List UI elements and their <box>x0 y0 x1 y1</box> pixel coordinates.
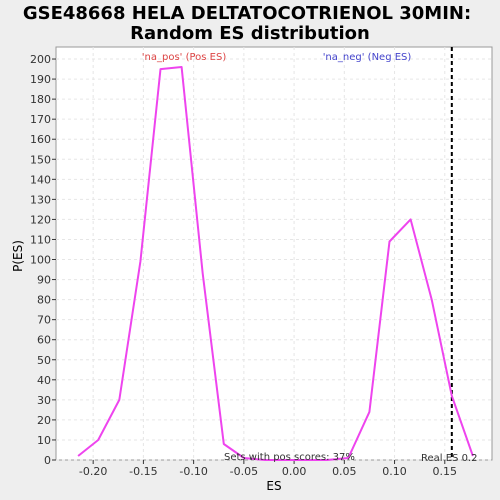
legend-pos-label: 'na_pos' (Pos ES) <box>142 52 227 63</box>
y-tick-label: 170 <box>30 113 51 126</box>
y-tick-label: 0 <box>44 454 51 467</box>
sets-note: Sets with pos scores: 37% <box>224 452 355 463</box>
x-axis-title: ES <box>266 479 281 493</box>
x-tick-label: -0.15 <box>129 465 157 478</box>
chart-title: GSE48668 HELA DELTATOCOTRIENOL 30MIN: <box>23 3 471 24</box>
real-es-label: Real ES 0.2 <box>421 453 477 464</box>
x-tick-label: 0.10 <box>382 465 407 478</box>
x-tick-label: -0.20 <box>79 465 107 478</box>
y-tick-label: 120 <box>30 213 51 226</box>
y-tick-label: 20 <box>37 414 51 427</box>
y-tick-label: 130 <box>30 193 51 206</box>
y-tick-label: 150 <box>30 153 51 166</box>
y-tick-label: 60 <box>37 334 51 347</box>
y-tick-label: 80 <box>37 294 51 307</box>
x-tick-label: 0.15 <box>433 465 458 478</box>
y-tick-label: 10 <box>37 434 51 447</box>
y-tick-label: 190 <box>30 73 51 86</box>
y-tick-label: 180 <box>30 93 51 106</box>
x-tick-label: 0.00 <box>282 465 307 478</box>
y-tick-label: 40 <box>37 374 51 387</box>
y-tick-label: 70 <box>37 314 51 327</box>
y-tick-label: 110 <box>30 233 51 246</box>
y-tick-label: 90 <box>37 274 51 287</box>
legend-neg-label: 'na_neg' (Neg ES) <box>323 52 412 63</box>
series-group <box>77 66 474 461</box>
x-tick-label: -0.05 <box>230 465 258 478</box>
plot-area <box>55 46 493 461</box>
y-axis: 0 10 20 30 40 50 60 70 80 90 100 110 120 130 140 150 160… <box>30 53 56 467</box>
x-tick-label: -0.10 <box>179 465 207 478</box>
y-tick-label: 160 <box>30 133 51 146</box>
y-tick-label: 50 <box>37 354 51 367</box>
x-axis: -0.20 -0.15 -0.10 -0.05 0.00 0.05 0.10 0.15 <box>79 460 457 478</box>
y-tick-label: 140 <box>30 173 51 186</box>
y-tick-label: 200 <box>30 53 51 66</box>
series-line <box>77 66 474 461</box>
x-tick-label: 0.05 <box>332 465 357 478</box>
y-axis-title: P(ES) <box>11 240 25 272</box>
grid <box>56 47 492 461</box>
y-tick-label: 30 <box>37 394 51 407</box>
chart-subtitle: Random ES distribution <box>130 23 370 44</box>
y-tick-label: 100 <box>30 254 51 267</box>
